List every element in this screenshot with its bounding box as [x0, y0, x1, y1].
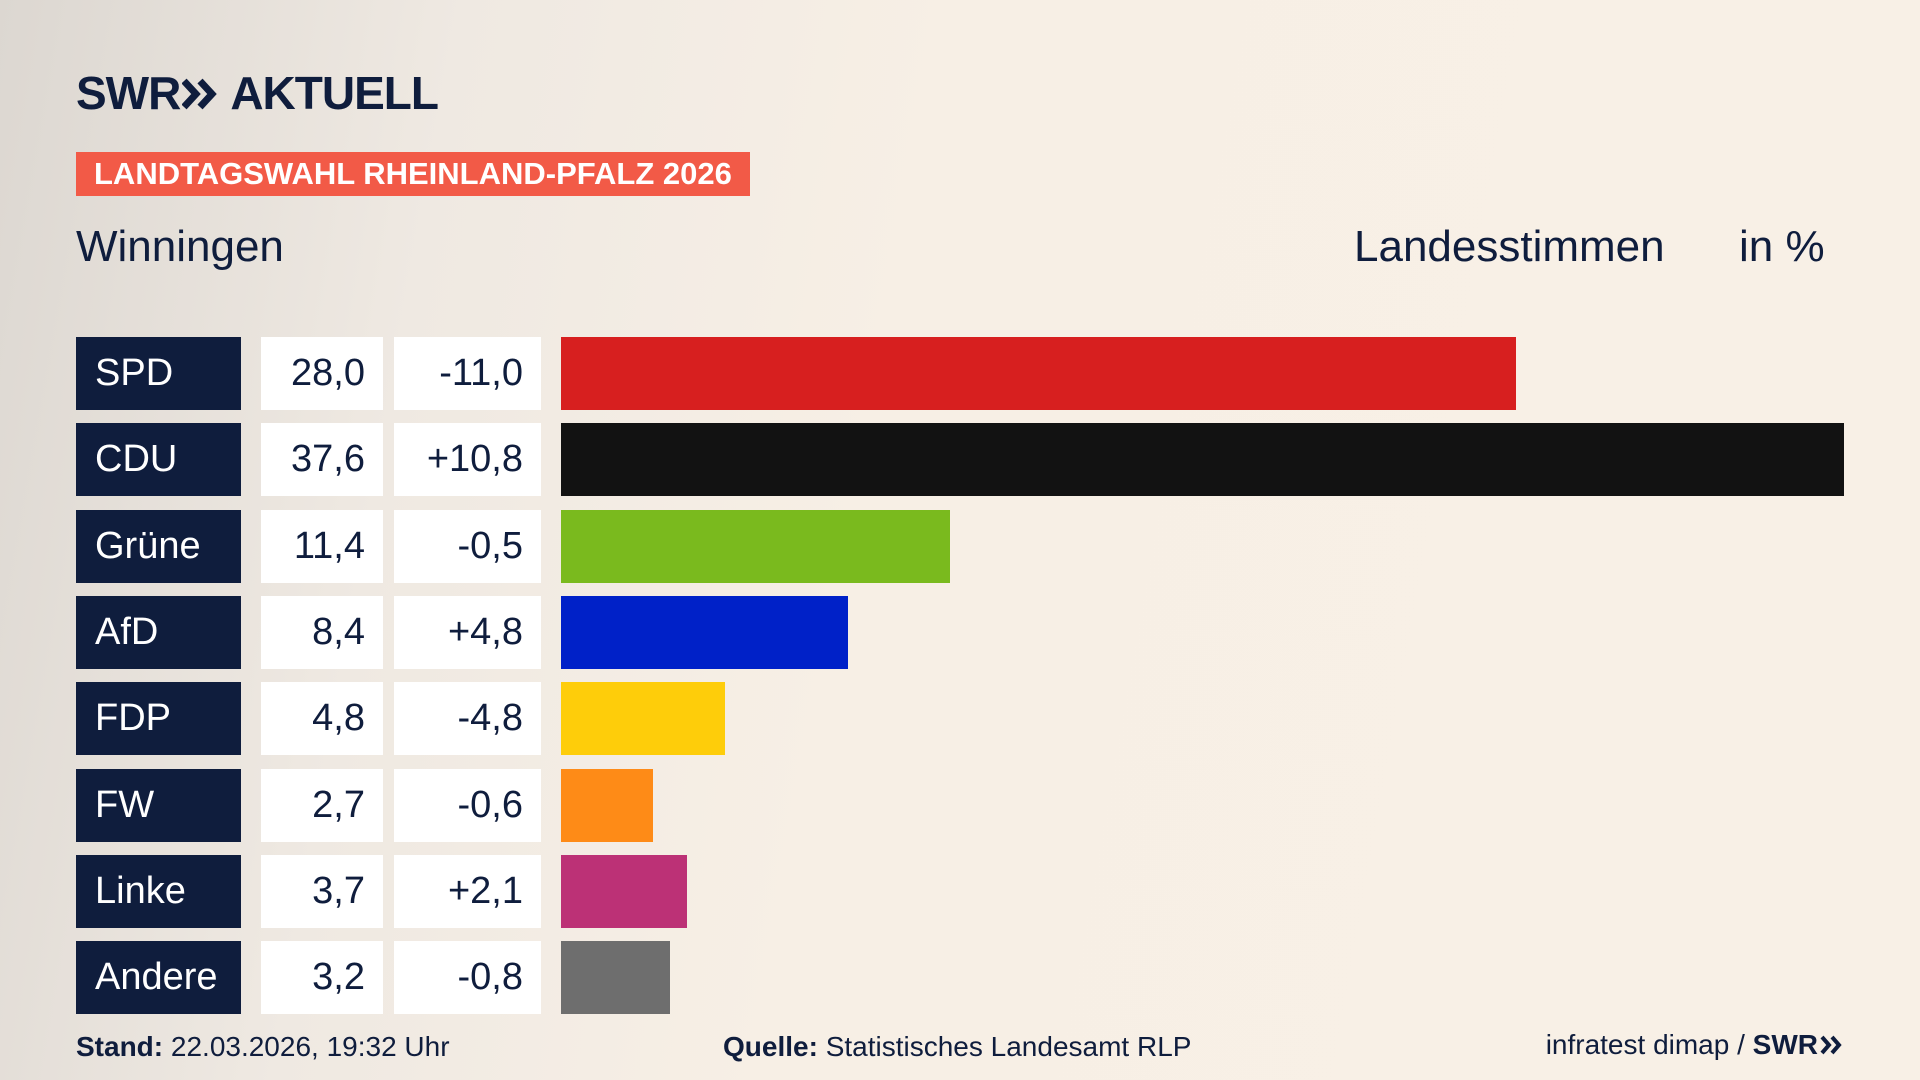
- party-label: FDP: [76, 682, 241, 756]
- change-label: -4,8: [457, 697, 523, 740]
- value-label: 37,6: [261, 423, 383, 497]
- stand: 22.03.2026, 19:32 Uhr: [170, 1031, 450, 1062]
- value-label: 4,8: [261, 682, 383, 756]
- source-label: Quelle:: [723, 1031, 818, 1062]
- bar: [561, 768, 654, 842]
- bar: [561, 941, 671, 1015]
- party-label: Andere: [76, 941, 241, 1015]
- change-label: +2,1: [447, 869, 523, 912]
- logo-arrows: [181, 78, 218, 110]
- footer-credit: infratest dimap / SWR: [1546, 1029, 1844, 1061]
- party-label: AfD: [76, 595, 241, 669]
- change-cell: -0,6: [394, 768, 541, 842]
- change-label: -0,5: [457, 524, 523, 567]
- credit-arrows: [1820, 1035, 1842, 1055]
- change-label: +4,8: [447, 610, 523, 653]
- party-label: SPD: [76, 337, 241, 410]
- change-cell: -11,0: [394, 337, 541, 410]
- change-cell: +4,8: [394, 595, 541, 669]
- change-cell: -4,8: [394, 682, 541, 756]
- change-cell: +10,8: [394, 423, 541, 497]
- logo-title: AKTUELL: [230, 67, 439, 119]
- logo: SWR AKTUELL: [76, 66, 439, 120]
- footer-source: Quelle: Statistisches Landesamt RLP: [723, 1031, 1191, 1063]
- party-label: FW: [76, 768, 241, 842]
- banner: LANDTAGSWAHL RHEINLAND-PFALZ 2026: [76, 152, 750, 196]
- bar: [561, 854, 688, 928]
- separator: /: [1737, 1029, 1745, 1060]
- footer-stand: Stand: 22.03.2026, 19:32 Uhr: [76, 1031, 450, 1063]
- bar: [561, 337, 1517, 410]
- value-label: 3,7: [261, 854, 383, 928]
- value-label: 8,4: [261, 595, 383, 669]
- stand-label: Stand:: [76, 1031, 164, 1062]
- change-cell: -0,8: [394, 941, 541, 1015]
- value-label: 3,2: [261, 941, 383, 1015]
- logo-text: SWR: [76, 67, 181, 119]
- party-label: Linke: [76, 854, 241, 928]
- change-cell: -0,5: [394, 509, 541, 583]
- bar: [561, 423, 1844, 497]
- unit: in %: [1739, 222, 1825, 271]
- source: Statistisches Landesamt RLP: [825, 1031, 1192, 1062]
- change-label: +10,8: [426, 438, 523, 481]
- credit: infratest dimap: [1545, 1029, 1730, 1060]
- subtitle: Landesstimmen: [1354, 222, 1665, 271]
- value-label: 28,0: [261, 337, 383, 410]
- value-label: 2,7: [261, 768, 383, 842]
- credit-logo: SWR: [1752, 1029, 1818, 1060]
- party-label: CDU: [76, 423, 241, 497]
- party-label: Grüne: [76, 509, 241, 583]
- bar: [561, 595, 848, 669]
- bar: [561, 682, 725, 756]
- bar: [561, 509, 950, 583]
- change-label: -11,0: [439, 352, 523, 394]
- change-cell: +2,1: [394, 854, 541, 928]
- place-title: Winningen: [76, 222, 284, 271]
- change-label: -0,6: [457, 783, 523, 826]
- change-label: -0,8: [457, 956, 523, 999]
- value-label: 11,4: [261, 509, 383, 583]
